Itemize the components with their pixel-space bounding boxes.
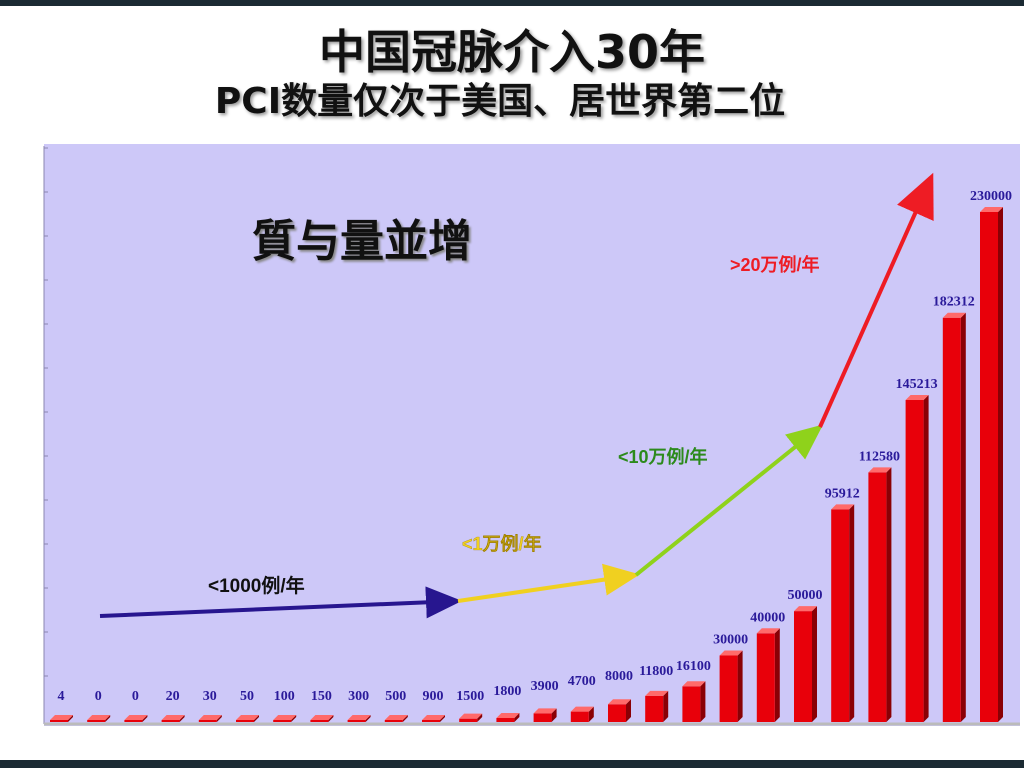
bottom-border — [0, 760, 1024, 768]
bar-value-label: 50 — [240, 689, 254, 704]
bar — [831, 504, 855, 722]
bar-value-label: 95912 — [825, 486, 860, 501]
bar — [570, 706, 594, 722]
bar-value-label: 16100 — [676, 659, 711, 674]
arrow-stage-2 — [457, 563, 640, 603]
stage-3-label: <10万例/年 — [618, 446, 708, 467]
bar — [533, 708, 557, 722]
arrow-stage-1 — [99, 586, 462, 619]
bar-value-label: 150 — [311, 689, 332, 704]
bar-value-label: 40000 — [750, 610, 785, 625]
bar-value-label: 145213 — [896, 377, 938, 392]
bar-value-label: 0 — [95, 689, 102, 704]
bar — [87, 715, 111, 722]
bar — [794, 606, 817, 722]
bar-value-label: 20 — [166, 689, 180, 704]
bar — [161, 715, 185, 722]
bar — [310, 715, 334, 722]
bar-value-label: 4 — [58, 689, 65, 704]
bar — [273, 715, 297, 722]
bar — [942, 312, 966, 722]
bar — [682, 681, 706, 722]
bar — [50, 715, 73, 722]
bar-value-label: 30 — [203, 689, 217, 704]
bar-value-label: 11800 — [639, 664, 673, 679]
bar — [645, 690, 669, 722]
bar-value-label: 100 — [274, 689, 295, 704]
bar — [756, 628, 780, 722]
stage-4-label: >20万例/年 — [730, 254, 820, 275]
bars-group — [50, 207, 1003, 722]
bar-value-label: 112580 — [859, 449, 900, 464]
bar-value-label: 8000 — [605, 669, 633, 684]
bar-value-label: 500 — [385, 689, 406, 704]
stage-1-label: <1000例/年 — [208, 574, 305, 597]
bar — [347, 715, 371, 722]
data-labels-group: 4 0 0 20 30 50 100 150 300 500 900 1500 1800 3900 4700… — [58, 189, 1013, 704]
chart-plot-area — [44, 144, 1020, 726]
bar — [719, 650, 743, 722]
bar-value-label: 300 — [348, 689, 369, 704]
bar-value-label: 30000 — [713, 632, 748, 647]
bar-value-label: 4700 — [568, 674, 596, 689]
bar-value-label: 1800 — [493, 684, 521, 699]
bar — [868, 467, 892, 722]
bar — [459, 713, 483, 722]
page-subtitle: PCI数量仅次于美国、居世界第二位 — [214, 81, 786, 122]
top-border — [0, 0, 1024, 6]
y-axis-ticks — [44, 147, 48, 677]
arrow-stage-4 — [818, 172, 934, 428]
bar — [496, 713, 520, 722]
bar — [384, 715, 408, 722]
bar-value-label: 1500 — [456, 689, 484, 704]
bar — [905, 395, 929, 722]
bar-value-label: 0 — [132, 689, 139, 704]
arrow-stage-3 — [634, 424, 824, 577]
bar — [980, 207, 1003, 722]
bar — [608, 699, 631, 722]
bar — [198, 715, 222, 722]
bar-value-label: 3900 — [531, 679, 559, 694]
bar — [124, 715, 148, 722]
page-title: 中国冠脉介入30年 — [318, 25, 705, 79]
slogan-text: 質与量並增 — [252, 216, 472, 267]
bar-value-label: 900 — [423, 689, 444, 704]
stage-2-label: <1万例/年 — [462, 533, 542, 554]
bar — [422, 715, 445, 722]
bar-value-label: 50000 — [788, 588, 823, 603]
bar — [236, 715, 259, 722]
bar-value-label: 230000 — [970, 189, 1012, 204]
bar-value-label: 182312 — [933, 295, 975, 310]
